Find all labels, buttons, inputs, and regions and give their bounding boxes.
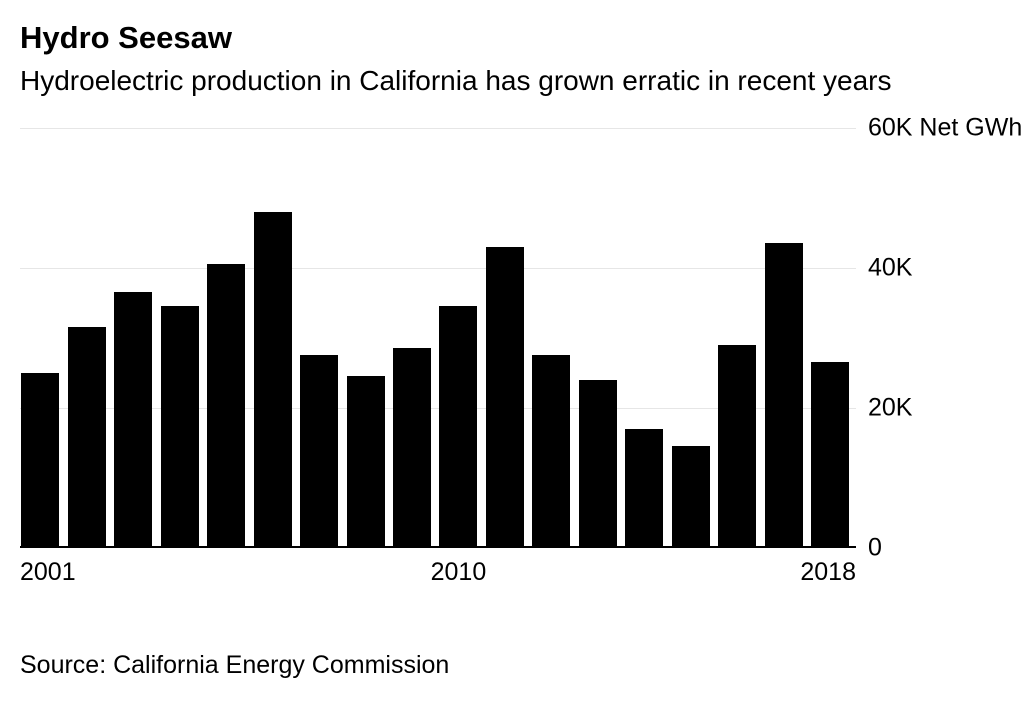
y-tick-label: 20K — [868, 393, 912, 422]
x-tick-label: 2018 — [800, 558, 856, 587]
bar — [21, 373, 59, 548]
plot-area — [20, 128, 856, 548]
y-tick-label: 60K Net GWh — [868, 113, 1022, 142]
bar — [114, 292, 152, 548]
bars — [20, 128, 856, 548]
bar — [207, 264, 245, 548]
bar — [765, 243, 803, 548]
chart-source: Source: California Energy Commission — [20, 651, 1004, 680]
y-axis-labels: 020K40K60K Net GWh — [856, 128, 1004, 548]
bar — [579, 380, 617, 548]
x-tick-label: 2001 — [20, 558, 76, 587]
y-tick-label: 40K — [868, 253, 912, 282]
chart-subtitle: Hydroelectric production in California h… — [20, 62, 896, 100]
bar — [718, 345, 756, 548]
bar — [347, 376, 385, 548]
x-axis-labels: 2001 2010 2018 — [20, 558, 856, 589]
bar — [439, 306, 477, 548]
bar — [532, 355, 570, 548]
y-tick-label: 0 — [868, 533, 882, 562]
bar — [68, 327, 106, 548]
chart-title: Hydro Seesaw — [20, 20, 1004, 56]
bar — [393, 348, 431, 548]
bar — [254, 212, 292, 548]
bar — [672, 446, 710, 548]
chart-container: Hydro Seesaw Hydroelectric production in… — [0, 0, 1024, 713]
bar — [625, 429, 663, 548]
x-axis-baseline — [20, 546, 856, 548]
chart: 020K40K60K Net GWh 200120102018 — [20, 128, 1004, 589]
bar — [486, 247, 524, 548]
bar — [300, 355, 338, 548]
bar — [811, 362, 849, 548]
chart-area: 020K40K60K Net GWh — [20, 128, 1004, 548]
x-tick-label: 2010 — [431, 558, 487, 587]
bar — [161, 306, 199, 548]
